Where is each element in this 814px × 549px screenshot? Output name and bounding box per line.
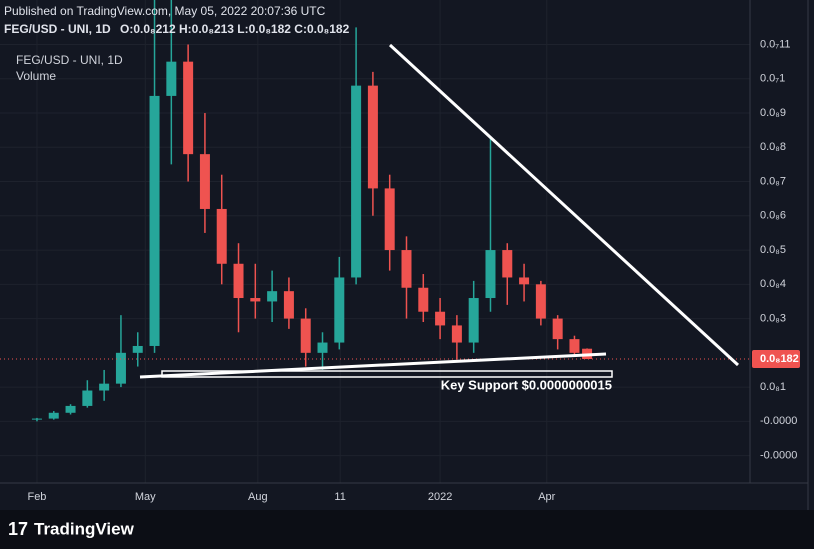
y-tick-label: 0.0₇1 — [760, 73, 785, 85]
candle-body — [317, 342, 328, 353]
candle-body — [250, 298, 261, 302]
y-tick-label: -0.0000 — [760, 450, 797, 462]
candle-body — [535, 284, 546, 319]
y-tick-label: 0.0₈1 — [760, 381, 786, 393]
candle-body — [451, 325, 462, 343]
y-tick-label: 0.0₈8 — [760, 141, 786, 153]
symbol: FEG/USD - UNI, 1D — [4, 22, 111, 36]
legend-symbol: FEG/USD - UNI, 1D — [16, 53, 123, 67]
candle-body — [569, 339, 580, 353]
candle-body — [132, 345, 143, 353]
y-tick-label: 0.0₇11 — [760, 38, 791, 50]
candle-body — [267, 291, 278, 302]
published: Published on TradingView.com, May 05, 20… — [4, 4, 326, 18]
x-tick-label: Apr — [538, 491, 555, 503]
candle-body — [502, 250, 513, 278]
logo-mark: 17 — [8, 519, 28, 539]
last-price-label: 0.0₈182 — [760, 353, 799, 365]
candle-body — [233, 263, 244, 299]
trendline — [388, 43, 740, 367]
x-tick-label: 2022 — [428, 491, 452, 503]
annotation: Key Support $0.0000000015 — [441, 377, 612, 392]
candle-body — [334, 277, 345, 343]
candle-body — [82, 390, 93, 406]
candle-body — [216, 208, 227, 264]
candle-body — [384, 188, 395, 251]
y-tick-label: 0.0₈5 — [760, 244, 786, 256]
candle-body — [401, 250, 412, 288]
candle-body — [183, 61, 194, 155]
candle-body — [48, 412, 59, 419]
x-tick-label: Feb — [27, 491, 46, 503]
candle-body — [552, 318, 563, 340]
last-price-tag — [752, 349, 800, 368]
y-tick-label: 0.0₈7 — [760, 175, 786, 187]
y-tick-label: 0.0₈6 — [760, 210, 786, 222]
plot — [0, 0, 750, 483]
candle-body — [367, 85, 378, 189]
x-tick-label: May — [135, 491, 156, 503]
support-box — [161, 370, 613, 378]
x-tick-label: 11 — [334, 491, 345, 503]
support-line — [139, 352, 607, 379]
y-tick-label: 0.0₈9 — [760, 107, 786, 119]
candle-body — [166, 61, 177, 96]
candle-body — [99, 383, 110, 391]
candle-body — [351, 85, 362, 278]
y-tick-label: 0.0₈4 — [760, 278, 786, 290]
y-tick-label: 0.0₈3 — [760, 312, 786, 324]
x-tick-label: Aug — [248, 491, 268, 503]
candle-body — [31, 418, 42, 420]
y-tick-label: -0.0000 — [760, 415, 797, 427]
ohlc: O:0.0₈212 H:0.0₈213 L:0.0₈182 C:0.0₈182 — [120, 22, 350, 36]
legend-volume: Volume — [16, 69, 56, 83]
candle-body — [115, 352, 126, 384]
candle-body — [65, 405, 76, 413]
brand: TradingView — [34, 519, 135, 538]
footer-bar — [0, 510, 814, 549]
candle-body — [199, 154, 210, 209]
candle-body — [300, 318, 311, 353]
candle-body — [435, 311, 446, 326]
candle-body — [418, 287, 429, 312]
candle-body — [283, 291, 294, 319]
candle-body — [519, 277, 530, 285]
candle-body — [468, 298, 479, 343]
candle-body — [149, 95, 160, 346]
candle-body — [485, 250, 496, 299]
